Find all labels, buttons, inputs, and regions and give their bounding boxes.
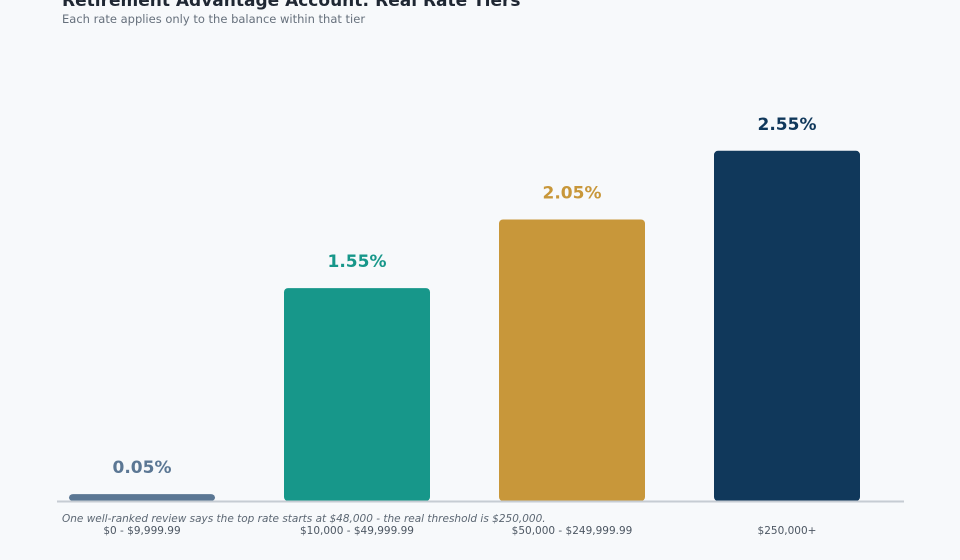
bar [284,288,430,501]
chart-annotation: One well-ranked review says the top rate… [62,513,546,525]
x-tick-label: $250,000+ [758,525,817,537]
bar-value-label: 1.55% [328,252,387,272]
x-tick-label: $10,000 - $49,999.99 [300,525,414,537]
bar-value-label: 2.05% [543,183,602,203]
bar [499,219,645,501]
bar-value-label: 2.55% [758,115,817,135]
chart-subtitle: Each rate applies only to the balance wi… [62,12,366,26]
x-tick-label: $0 - $9,999.99 [103,525,180,537]
bar [714,150,860,502]
bar-value-label: 0.05% [113,458,172,478]
bar [69,494,215,501]
chart-title: Retirement Advantage Account: Real Rate … [62,0,521,11]
x-tick-label: $50,000 - $249,999.99 [512,525,633,537]
